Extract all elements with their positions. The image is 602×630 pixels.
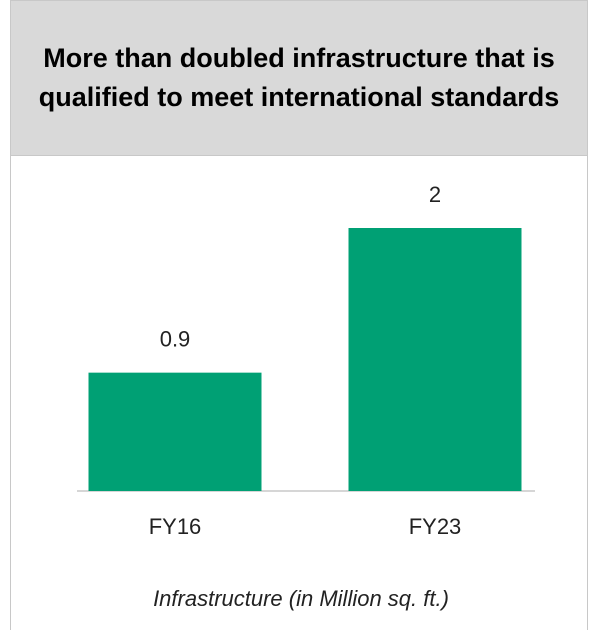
chart-title: More than doubled infrastructure that is… <box>38 43 560 112</box>
header: More than doubled infrastructure that is… <box>10 0 588 156</box>
x-tick-label: FY16 <box>149 514 202 539</box>
value-label: 2 <box>429 182 441 207</box>
value-label: 0.9 <box>160 326 191 351</box>
bar <box>348 228 522 491</box>
x-axis-label: Infrastructure (in Million sq. ft.) <box>153 586 449 611</box>
x-tick-label: FY23 <box>409 514 462 539</box>
bar <box>88 372 262 491</box>
